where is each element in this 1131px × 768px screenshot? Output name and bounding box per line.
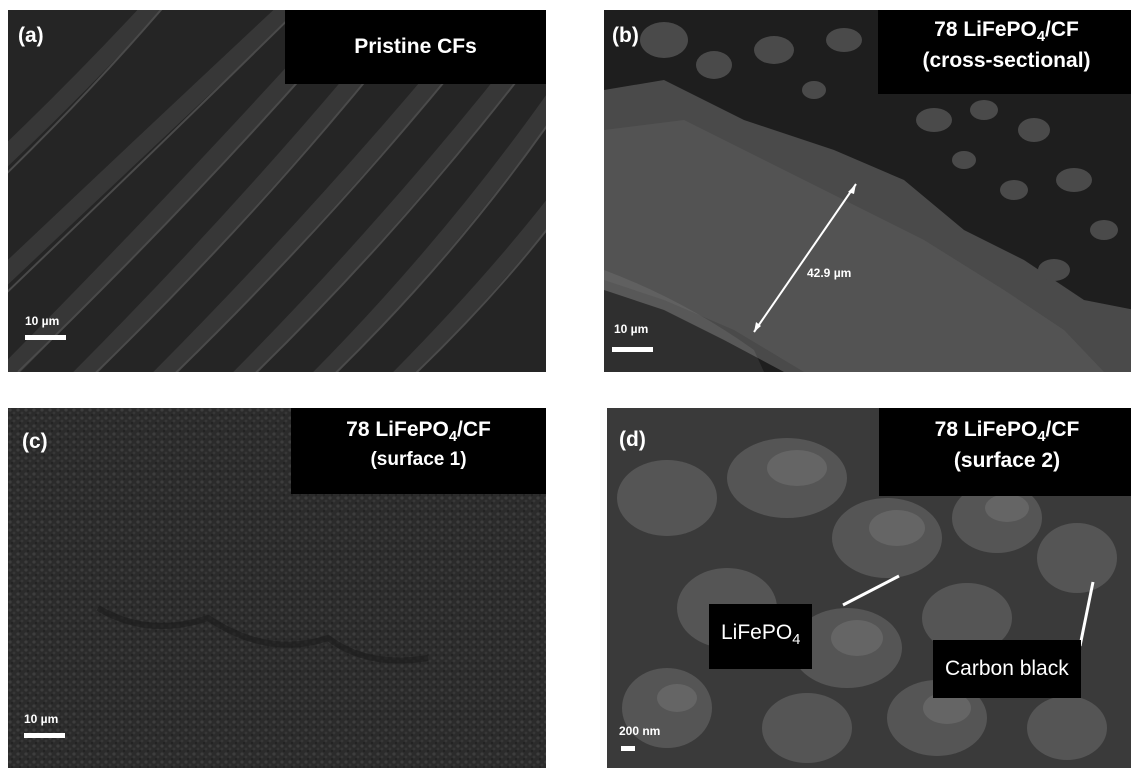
panel-label: (a) — [18, 24, 44, 47]
panel-title-box: 78 LiFePO4/CF (surface 1) — [291, 408, 546, 494]
panel-label: (d) — [619, 428, 646, 451]
scale-bar-label: 10 µm — [25, 314, 60, 328]
panel-title-box: Pristine CFs — [285, 10, 546, 84]
sem-panel-c: (c) 78 LiFePO4/CF (surface 1) 10 µm — [8, 408, 546, 768]
scale-bar — [612, 347, 653, 352]
thickness-measurement: 42.9 µm — [807, 266, 852, 280]
lifepo4-callout: LiFePO4 — [709, 604, 813, 670]
scale-bar-label: 200 nm — [619, 724, 661, 738]
panel-title-line1: 78 LiFePO4/CF — [934, 18, 1079, 46]
scale-bar-label: 10 µm — [614, 322, 649, 336]
carbon-black-callout: Carbon black — [933, 640, 1081, 698]
panel-label: (c) — [22, 430, 48, 453]
sem-panel-a: (a) Pristine CFs 10 µm — [8, 10, 546, 372]
panel-title-line1: 78 LiFePO4/CF — [934, 418, 1080, 446]
panel-title: Pristine CFs — [354, 35, 477, 58]
scale-bar-label: 10 µm — [24, 712, 59, 726]
panel-title-box: 78 LiFePO4/CF (surface 2) — [879, 408, 1131, 496]
panel-title-line2: (surface 1) — [370, 449, 467, 471]
panel-title-box: 78 LiFePO4/CF (cross-sectional) — [878, 10, 1131, 94]
scale-bar — [25, 335, 66, 340]
panel-title-line2: (cross-sectional) — [922, 49, 1091, 73]
sem-panel-b: (b) 78 LiFePO4/CF (cross-sectional) 42.9… — [604, 10, 1131, 372]
scale-bar — [24, 733, 65, 738]
cross-section-image — [604, 10, 1131, 372]
scale-bar — [621, 746, 635, 751]
panel-title-line1: 78 LiFePO4/CF — [346, 418, 491, 446]
panel-title-line2: (surface 2) — [953, 449, 1061, 473]
sem-panel-d: (d) 78 LiFePO4/CF (surface 2) LiFePO4 Ca… — [607, 408, 1131, 768]
panel-label: (b) — [612, 24, 639, 47]
